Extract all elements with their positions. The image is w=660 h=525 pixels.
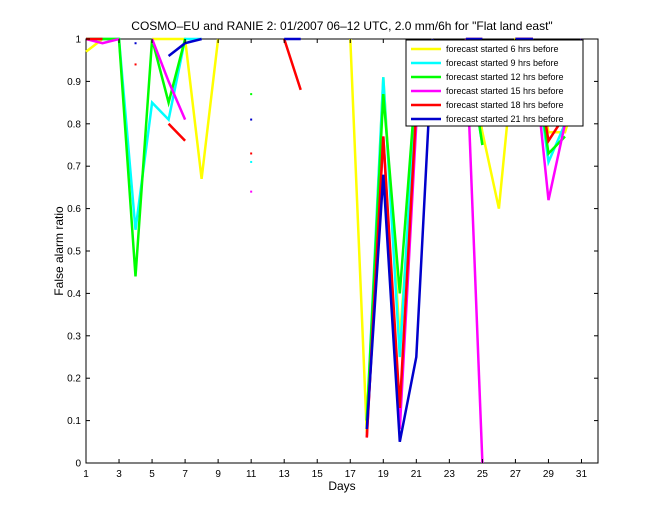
x-tick-label: 3: [116, 469, 122, 480]
legend-label: forecast started 12 hrs before: [446, 72, 564, 82]
legend-label: forecast started 15 hrs before: [446, 86, 564, 96]
data-point: [250, 160, 253, 163]
legend-label: forecast started 6 hrs before: [446, 44, 559, 54]
data-point: [250, 93, 253, 96]
x-axis-label: Days: [328, 479, 355, 493]
data-point: [134, 42, 137, 45]
x-tick-label: 9: [215, 469, 221, 480]
x-tick-label: 23: [444, 469, 456, 480]
y-tick-label: 0.7: [67, 162, 81, 173]
y-tick-label: 0.8: [67, 119, 81, 130]
y-tick-label: 0.5: [67, 247, 81, 258]
chart-title: COSMO–EU and RANIE 2: 01/2007 06–12 UTC,…: [131, 19, 552, 33]
x-tick-label: 11: [246, 469, 257, 480]
x-tick-label: 15: [312, 469, 324, 480]
x-tick-label: 5: [149, 469, 155, 480]
series-line: [167, 122, 186, 142]
legend-label: forecast started 9 hrs before: [446, 58, 559, 68]
y-axis-label: False alarm ratio: [52, 206, 66, 296]
x-tick-label: 21: [411, 469, 423, 480]
x-tick-label: 17: [345, 469, 357, 480]
x-tick-label: 29: [543, 469, 555, 480]
legend-label: forecast started 18 hrs before: [446, 100, 564, 110]
series-line: [167, 37, 202, 57]
data-point: [250, 118, 253, 121]
series-line: [150, 38, 187, 121]
x-tick-label: 7: [182, 469, 188, 480]
y-ticks: 0 0.1 0.2 0.3 0.4 0.5 0.6 0.7 0.8 0.9 1: [67, 35, 598, 470]
data-point: [250, 190, 253, 193]
x-tick-label: 1: [83, 469, 89, 480]
y-tick-label: 0.1: [67, 416, 81, 427]
legend-box: [405, 39, 584, 127]
x-tick-label: 31: [576, 469, 588, 480]
series-line: [365, 38, 435, 443]
y-tick-label: 0.3: [67, 331, 81, 342]
series-line: [283, 38, 302, 91]
x-tick-label: 13: [279, 469, 291, 480]
x-tick-label: 19: [378, 469, 390, 480]
legend-label: forecast started 21 hrs before: [446, 114, 564, 124]
legend: forecast started 6 hrs before forecast st…: [405, 39, 584, 127]
x-ticks: 1 3 5 7 9 11 13 15 17 19 21 23 25 27 29 31: [83, 39, 587, 480]
x-tick-label: 27: [510, 469, 522, 480]
y-tick-label: 0.6: [67, 204, 81, 215]
data-point: [250, 152, 253, 155]
y-tick-label: 0.2: [67, 374, 81, 385]
series-line: [85, 37, 120, 45]
y-tick-label: 0.4: [67, 289, 81, 300]
y-tick-label: 0: [75, 459, 81, 470]
data-point: [134, 63, 137, 66]
y-tick-label: 0.9: [67, 77, 81, 88]
x-tick-label: 25: [477, 469, 489, 480]
y-tick-label: 1: [75, 35, 81, 46]
